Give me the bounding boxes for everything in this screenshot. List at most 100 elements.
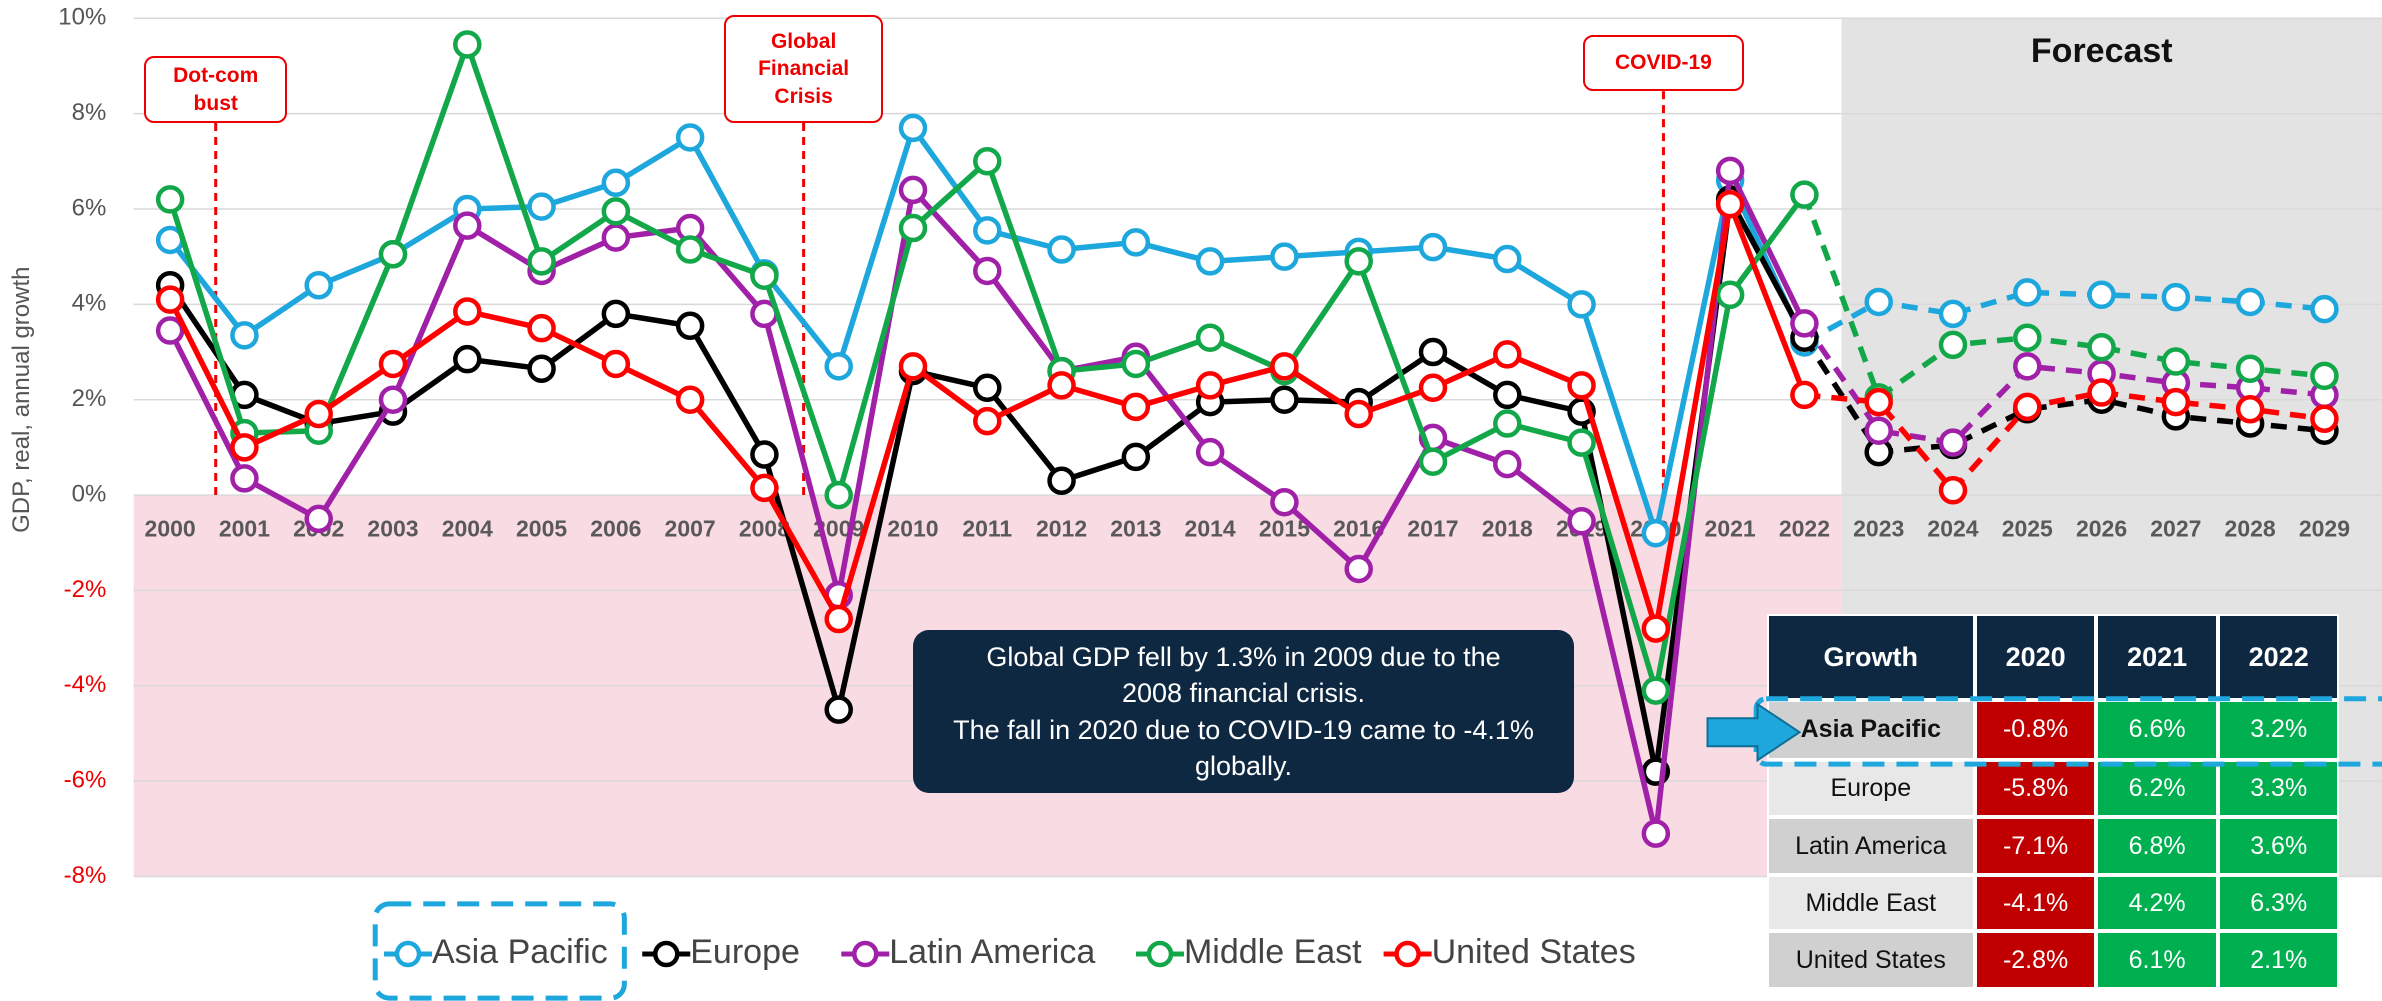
legend-marker (1394, 940, 1421, 968)
marker (1864, 387, 1893, 417)
legend-label: Middle East (1184, 933, 1362, 971)
marker (527, 192, 556, 221)
marker (824, 604, 853, 634)
marker (1864, 287, 1893, 317)
marker (1195, 371, 1225, 400)
table-cell: 6.1% (2096, 931, 2218, 989)
marker (1344, 554, 1373, 584)
marker (2235, 394, 2265, 424)
y-tick-label: -4% (64, 671, 107, 698)
marker (824, 480, 853, 510)
marker (1047, 235, 1076, 264)
marker (378, 385, 408, 414)
x-tick-label: 2028 (2225, 515, 2276, 541)
marker (1567, 507, 1596, 536)
y-tick-label: 0% (72, 480, 107, 507)
marker (1790, 180, 1819, 209)
marker (527, 354, 556, 383)
marker (304, 504, 333, 534)
table-cell: -7.1% (1974, 817, 2097, 875)
marker (824, 695, 853, 724)
marker (750, 261, 779, 290)
marker (824, 352, 853, 381)
legend-label: United States (1432, 933, 1636, 971)
marker (675, 311, 705, 341)
legend-marker (1146, 940, 1174, 968)
marker (453, 344, 482, 374)
marker (2013, 392, 2042, 422)
x-tick-label: 2003 (367, 515, 418, 541)
legend-marker (394, 940, 422, 968)
table-cell: -2.8% (1974, 931, 2097, 989)
table-cell: -4.1% (1974, 875, 2097, 932)
marker (2161, 387, 2191, 417)
marker (1938, 428, 1968, 457)
marker (675, 385, 705, 414)
note-text: The fall in 2020 due to COVID-19 came to… (953, 714, 1534, 781)
table-cell: United States (1766, 931, 1975, 989)
y-tick-label: 8% (72, 99, 107, 126)
y-tick-label: 6% (72, 194, 107, 221)
table-cell: 6.2% (2096, 759, 2218, 818)
table-cell: 6.6% (2096, 700, 2218, 760)
x-tick-label: 2017 (1407, 515, 1458, 541)
marker (898, 113, 928, 143)
note-text: Global GDP fell by 1.3% in 2009 due to t… (986, 641, 1501, 709)
marker (898, 352, 928, 381)
marker (601, 223, 631, 252)
x-tick-label: 2024 (1927, 515, 1978, 541)
marker (1715, 189, 1745, 219)
table-cell: 3.6% (2217, 817, 2340, 875)
marker (1344, 399, 1373, 429)
marker (1195, 247, 1225, 276)
y-tick-label: 4% (72, 290, 107, 317)
marker (601, 299, 631, 329)
marker (1715, 156, 1745, 186)
marker (1121, 442, 1151, 472)
marker (1641, 614, 1671, 643)
table-cell: 6.8% (2096, 817, 2218, 875)
table-cell: Europe (1766, 759, 1975, 818)
table-cell: Asia Pacific (1766, 700, 1975, 760)
table-cell: -0.8% (1974, 700, 2097, 760)
marker (601, 197, 631, 226)
marker (1047, 466, 1076, 496)
x-tick-label: 2004 (442, 515, 493, 541)
marker (601, 168, 631, 197)
y-tick-label: 10% (58, 4, 106, 31)
legend-highlight (372, 901, 627, 1001)
marker (1715, 280, 1745, 310)
marker (2310, 294, 2339, 324)
marker (973, 216, 1002, 245)
marker (1270, 487, 1299, 517)
x-tick-label: 2021 (1705, 515, 1756, 541)
y-axis-title: GDP, real, annual growth (8, 267, 35, 533)
legend-marker (653, 940, 680, 968)
x-tick-label: 2026 (2076, 515, 2127, 541)
table-cell: Latin America (1766, 817, 1975, 875)
marker (1270, 352, 1299, 381)
marker (2161, 282, 2191, 312)
marker (1270, 242, 1299, 271)
x-tick-label: 2025 (2002, 515, 2053, 541)
marker (1418, 447, 1448, 476)
x-tick-label: 2023 (1853, 515, 1904, 541)
marker (1493, 380, 1522, 410)
marker (304, 399, 333, 429)
x-tick-label: 2001 (219, 515, 270, 541)
x-tick-label: 2011 (962, 515, 1012, 541)
marker (230, 321, 259, 350)
table-cell: 6.3% (2217, 875, 2340, 932)
marker (155, 316, 185, 345)
table-cell: 3.3% (2217, 759, 2340, 818)
annotation-box: COVID-19 (1582, 34, 1744, 92)
marker (1344, 247, 1373, 276)
table-header: 2020 (1974, 613, 2097, 701)
marker (453, 30, 482, 59)
marker (1493, 340, 1522, 369)
marker (527, 313, 556, 343)
table-cell: -5.8% (1974, 759, 2097, 818)
marker (1121, 392, 1151, 422)
marker (155, 185, 185, 214)
marker (601, 349, 631, 379)
